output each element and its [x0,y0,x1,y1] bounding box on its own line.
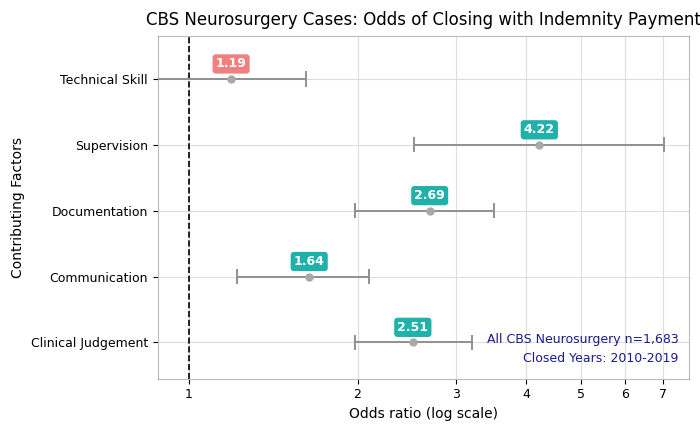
X-axis label: Odds ratio (log scale): Odds ratio (log scale) [349,407,498,421]
Text: 4.22: 4.22 [524,123,555,137]
Text: 2.51: 2.51 [398,321,428,334]
Text: 1.64: 1.64 [294,255,325,268]
Y-axis label: Contributing Factors: Contributing Factors [11,137,25,278]
Text: 1.19: 1.19 [216,57,246,70]
Text: 2.69: 2.69 [414,189,445,202]
Title: CBS Neurosurgery Cases: Odds of Closing with Indemnity Payment: CBS Neurosurgery Cases: Odds of Closing … [146,11,700,29]
Text: All CBS Neurosurgery n=1,683
Closed Years: 2010-2019: All CBS Neurosurgery n=1,683 Closed Year… [486,333,678,365]
